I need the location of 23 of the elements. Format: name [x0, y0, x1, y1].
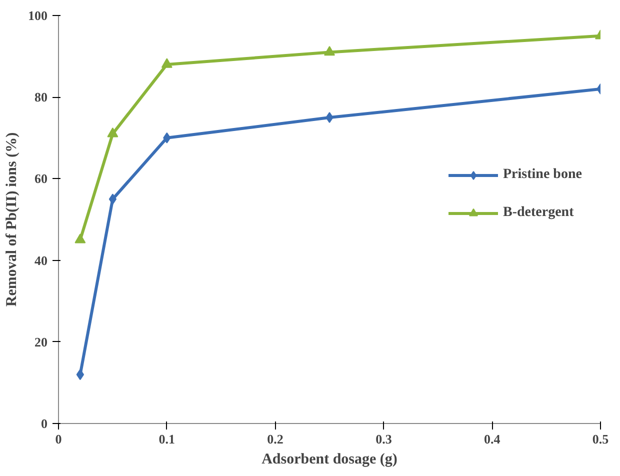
x-tick-label: 0.3: [376, 432, 392, 446]
y-tick-label: 20: [34, 334, 48, 350]
legend-label: B-detergent: [503, 205, 574, 221]
point: [161, 58, 172, 68]
x-axis-title: Adsorbent dosage (g): [262, 452, 398, 468]
y-axis-title: Removal of Pb(II) ions (%): [4, 132, 20, 307]
point: [107, 128, 118, 138]
x-tick-label: 0.5: [592, 432, 610, 446]
x-tick-label: 0: [55, 432, 62, 446]
point: [324, 46, 335, 56]
point: [74, 234, 86, 244]
y-tick-label: 40: [34, 252, 48, 268]
point: [326, 112, 334, 123]
x-tick-label: 0.1: [158, 432, 176, 446]
point: [76, 369, 84, 380]
y-tick-label: 80: [34, 90, 48, 105]
x-tick-label: 0.4: [484, 432, 501, 446]
y-tick-label: 100: [28, 8, 48, 23]
y-tick-label: 60: [34, 171, 48, 186]
y-tick-label: 0: [41, 416, 48, 431]
point: [108, 194, 117, 205]
x-tick-label: 0.2: [267, 432, 284, 446]
legend-label: Pristine bone: [503, 167, 582, 183]
